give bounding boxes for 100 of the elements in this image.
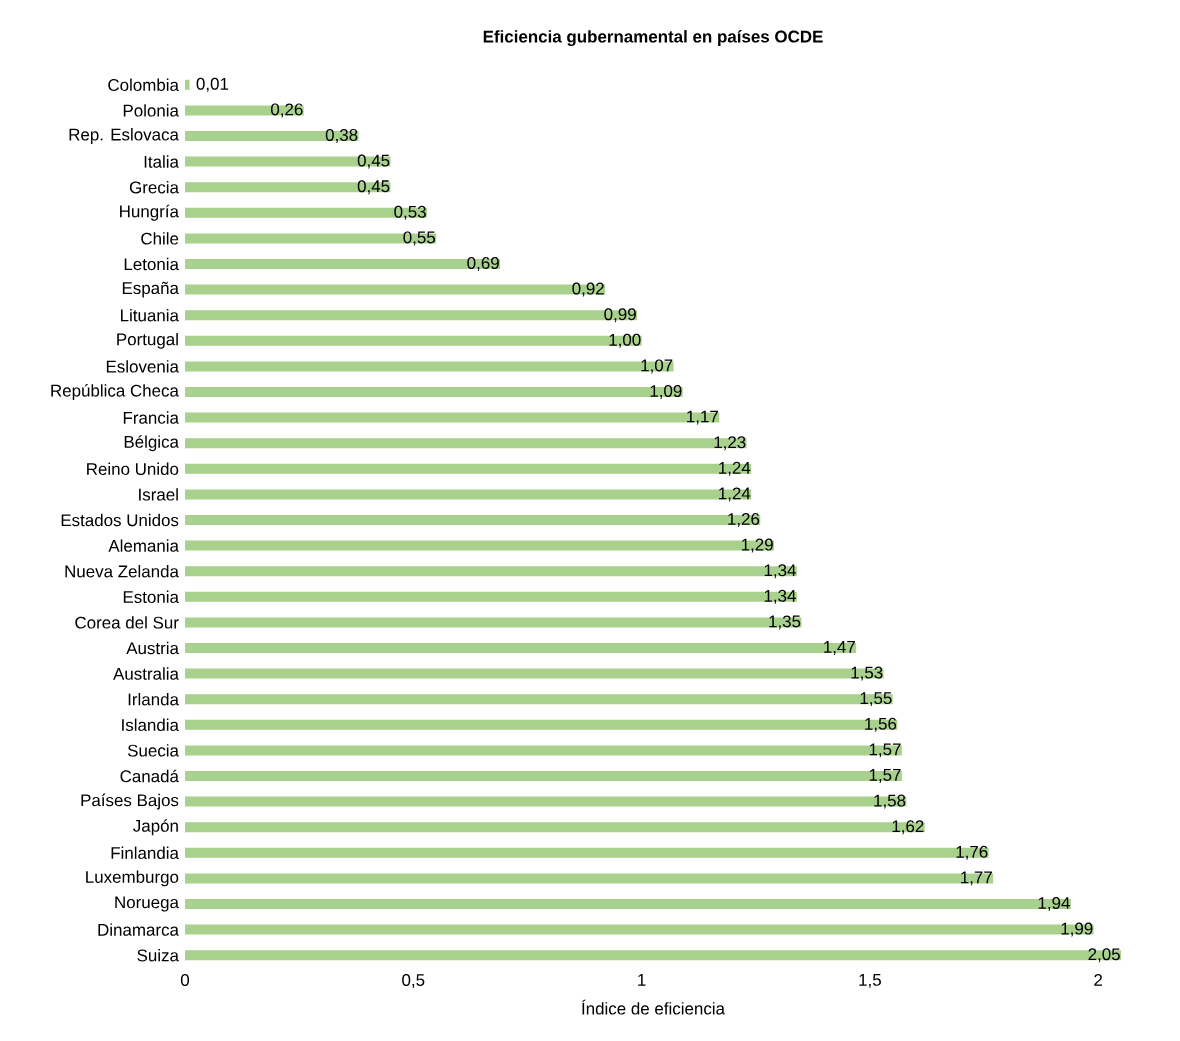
bar — [185, 822, 925, 833]
x-axis-title: Índice de eficiencia — [582, 999, 725, 1015]
bar — [185, 950, 1122, 961]
bar — [185, 643, 857, 653]
y-tick-label: Irlanda — [128, 692, 179, 706]
y-tick-label: Francia — [123, 411, 179, 424]
y-tick-label: Hungría — [120, 204, 179, 221]
bar — [185, 617, 802, 628]
data-label: 0,01 — [196, 77, 229, 92]
bar — [185, 924, 1094, 935]
data-label: 0,92 — [572, 282, 604, 297]
data-label: 0,53 — [394, 205, 426, 220]
bar — [185, 182, 391, 193]
y-tick-label: Canadá — [120, 769, 179, 783]
y-tick-label: Estonia — [123, 590, 179, 604]
y-tick-label: Dinamarca — [98, 923, 179, 936]
data-label: 1,47 — [824, 641, 855, 655]
data-label: 0,55 — [403, 231, 436, 246]
bar — [185, 668, 884, 679]
y-tick-label: Islandia — [122, 718, 179, 732]
y-tick-label: Letonia — [124, 257, 179, 271]
bar — [185, 899, 1071, 910]
bar — [185, 745, 902, 756]
y-tick-label: Colombia — [108, 78, 179, 92]
y-tick-label: Luxemburgo — [86, 870, 179, 887]
data-label: 1,56 — [865, 717, 897, 732]
bar — [185, 489, 752, 500]
data-label: 1,57 — [869, 743, 901, 758]
data-label: 0,45 — [357, 154, 390, 169]
data-label: 1,53 — [851, 666, 883, 681]
bar — [185, 515, 761, 525]
data-label: 1,99 — [1061, 922, 1093, 937]
data-label: 1,09 — [650, 385, 682, 399]
bar — [185, 873, 994, 884]
y-tick-label: Suecia — [127, 744, 179, 757]
data-label: 1,07 — [641, 359, 673, 374]
y-tick-label: Rep. Eslovaca — [69, 128, 179, 144]
data-label: 1,77 — [961, 871, 992, 886]
data-label: 1,94 — [1038, 897, 1070, 911]
y-tick-label: Grecia — [129, 180, 179, 194]
bar — [185, 284, 606, 295]
y-tick-label: Suiza — [137, 948, 179, 962]
x-tick-label: 1,5 — [859, 974, 881, 988]
data-label: 0,38 — [325, 129, 358, 143]
data-label: 1,00 — [609, 333, 641, 348]
y-tick-label: Eslovenia — [106, 360, 179, 373]
y-tick-label: República Checa — [51, 384, 179, 400]
y-tick-label: Israel — [139, 488, 178, 501]
bar — [185, 540, 774, 551]
bar — [185, 105, 304, 116]
data-label: 1,55 — [860, 692, 892, 707]
data-label: 0,69 — [467, 257, 499, 271]
data-label: 1,76 — [956, 845, 988, 860]
bar — [185, 310, 638, 321]
bar — [185, 207, 427, 218]
bar — [185, 566, 797, 577]
bar — [185, 796, 907, 807]
data-label: 1,26 — [728, 513, 760, 527]
y-tick-label: Polonia — [123, 104, 179, 117]
data-label: 0,45 — [357, 180, 390, 195]
bar — [185, 463, 752, 474]
bar — [185, 847, 989, 858]
bar — [185, 719, 898, 730]
y-tick-label: Bélgica — [124, 435, 179, 452]
y-tick-label: Nueva Zelanda — [65, 564, 179, 578]
y-tick-label: Japón — [133, 819, 178, 836]
data-label: 1,23 — [714, 436, 746, 451]
y-tick-label: Reino Unido — [87, 462, 179, 476]
chart-title: Eficiencia gubernamental en países OCDE — [483, 29, 823, 47]
bar — [185, 259, 501, 269]
bar — [185, 361, 674, 372]
y-tick-label: Austria — [126, 641, 179, 655]
data-label: 1,24 — [719, 487, 751, 502]
y-tick-label: Estados Unidos — [61, 513, 179, 527]
y-tick-label: Noruega — [115, 896, 179, 912]
y-tick-label: Corea del Sur — [75, 616, 179, 629]
bar — [185, 335, 642, 346]
y-tick-label: Lituania — [121, 308, 179, 322]
data-label: 1,34 — [764, 564, 796, 579]
bar — [185, 387, 683, 397]
y-tick-label: Alemania — [108, 539, 179, 552]
data-label: 0,26 — [271, 103, 303, 118]
data-label: 1,29 — [741, 538, 773, 553]
y-tick-label: Italia — [144, 155, 179, 168]
data-label: 1,34 — [764, 589, 796, 604]
y-tick-label: España — [122, 281, 179, 298]
data-label: 1,35 — [769, 615, 801, 630]
data-label: 1,17 — [687, 410, 718, 425]
y-tick-label: Portugal — [117, 332, 178, 349]
bar — [185, 156, 391, 167]
data-label: 1,58 — [874, 794, 906, 809]
y-tick-label: Finlandia — [111, 846, 179, 860]
y-tick-label: Chile — [141, 232, 179, 245]
bar — [185, 771, 902, 781]
x-tick-label: 0,5 — [402, 974, 425, 989]
y-tick-label: Australia — [113, 667, 179, 680]
y-tick-label: Países Bajos — [81, 793, 179, 810]
bar — [185, 79, 190, 90]
data-label: 2,05 — [1088, 948, 1120, 963]
x-tick-label: 1 — [638, 974, 646, 986]
